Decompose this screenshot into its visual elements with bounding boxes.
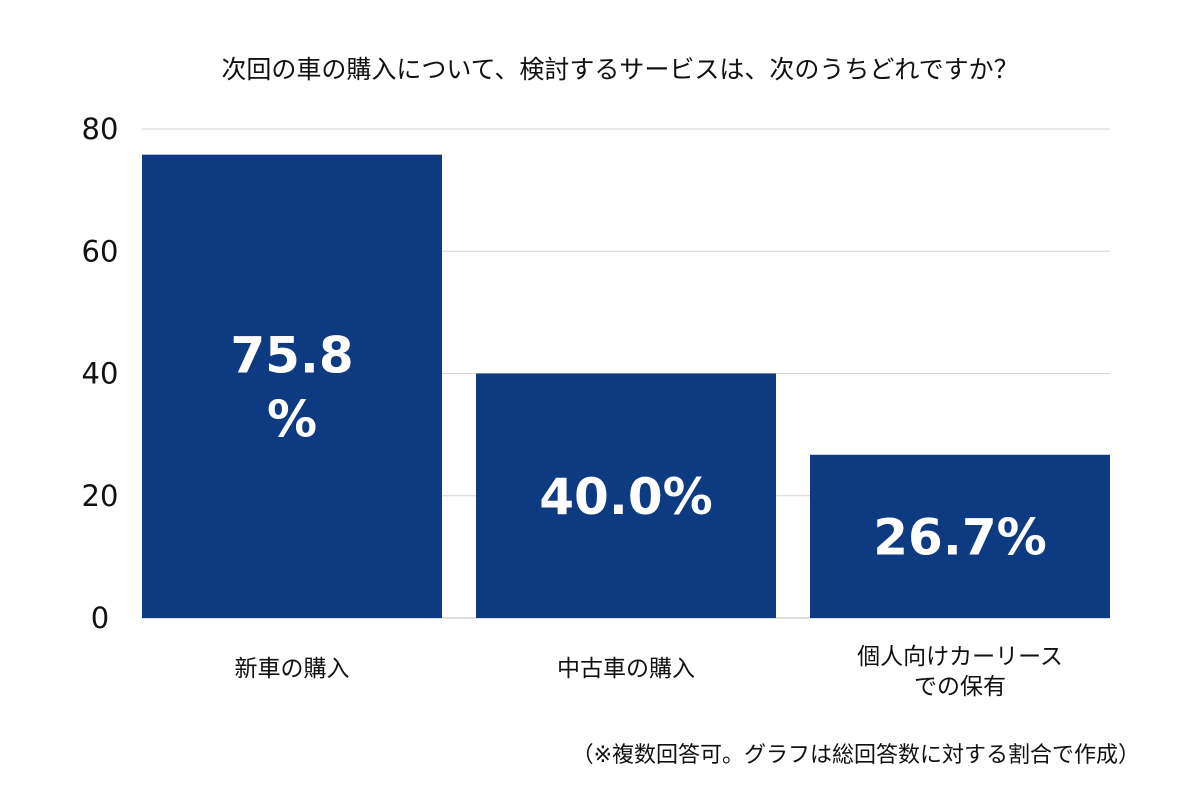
bars: 75.8% 40.0% 26.7%: [142, 154, 1110, 619]
y-tick-label: 60: [82, 234, 119, 268]
bar: [810, 454, 1110, 618]
bar-data-label: %: [267, 390, 317, 448]
x-category-label: での保有: [914, 674, 1006, 700]
bar-data-label: 40.0%: [539, 468, 712, 526]
y-tick-label: 20: [82, 479, 119, 513]
bar: [476, 373, 776, 618]
chart-footnote: （※複数回答可。グラフは総回答数に対する割合で作成）: [572, 743, 1140, 768]
x-category-label: 個人向けカーリース: [857, 644, 1063, 670]
bar-data-label: 26.7%: [873, 508, 1046, 566]
chart-title: 次回の車の購入について、検討するサービスは、次のうちどれですか？: [221, 55, 1018, 84]
bar-data-label: 75.8: [230, 326, 353, 384]
y-axis: 0 20 40 60 80: [82, 112, 119, 635]
bar: [142, 154, 442, 619]
y-tick-label: 80: [82, 112, 119, 146]
y-tick-label: 0: [91, 601, 109, 635]
x-category-label: 新車の購入: [235, 656, 350, 682]
x-category-label: 中古車の購入: [557, 656, 695, 682]
y-tick-label: 40: [82, 357, 119, 391]
